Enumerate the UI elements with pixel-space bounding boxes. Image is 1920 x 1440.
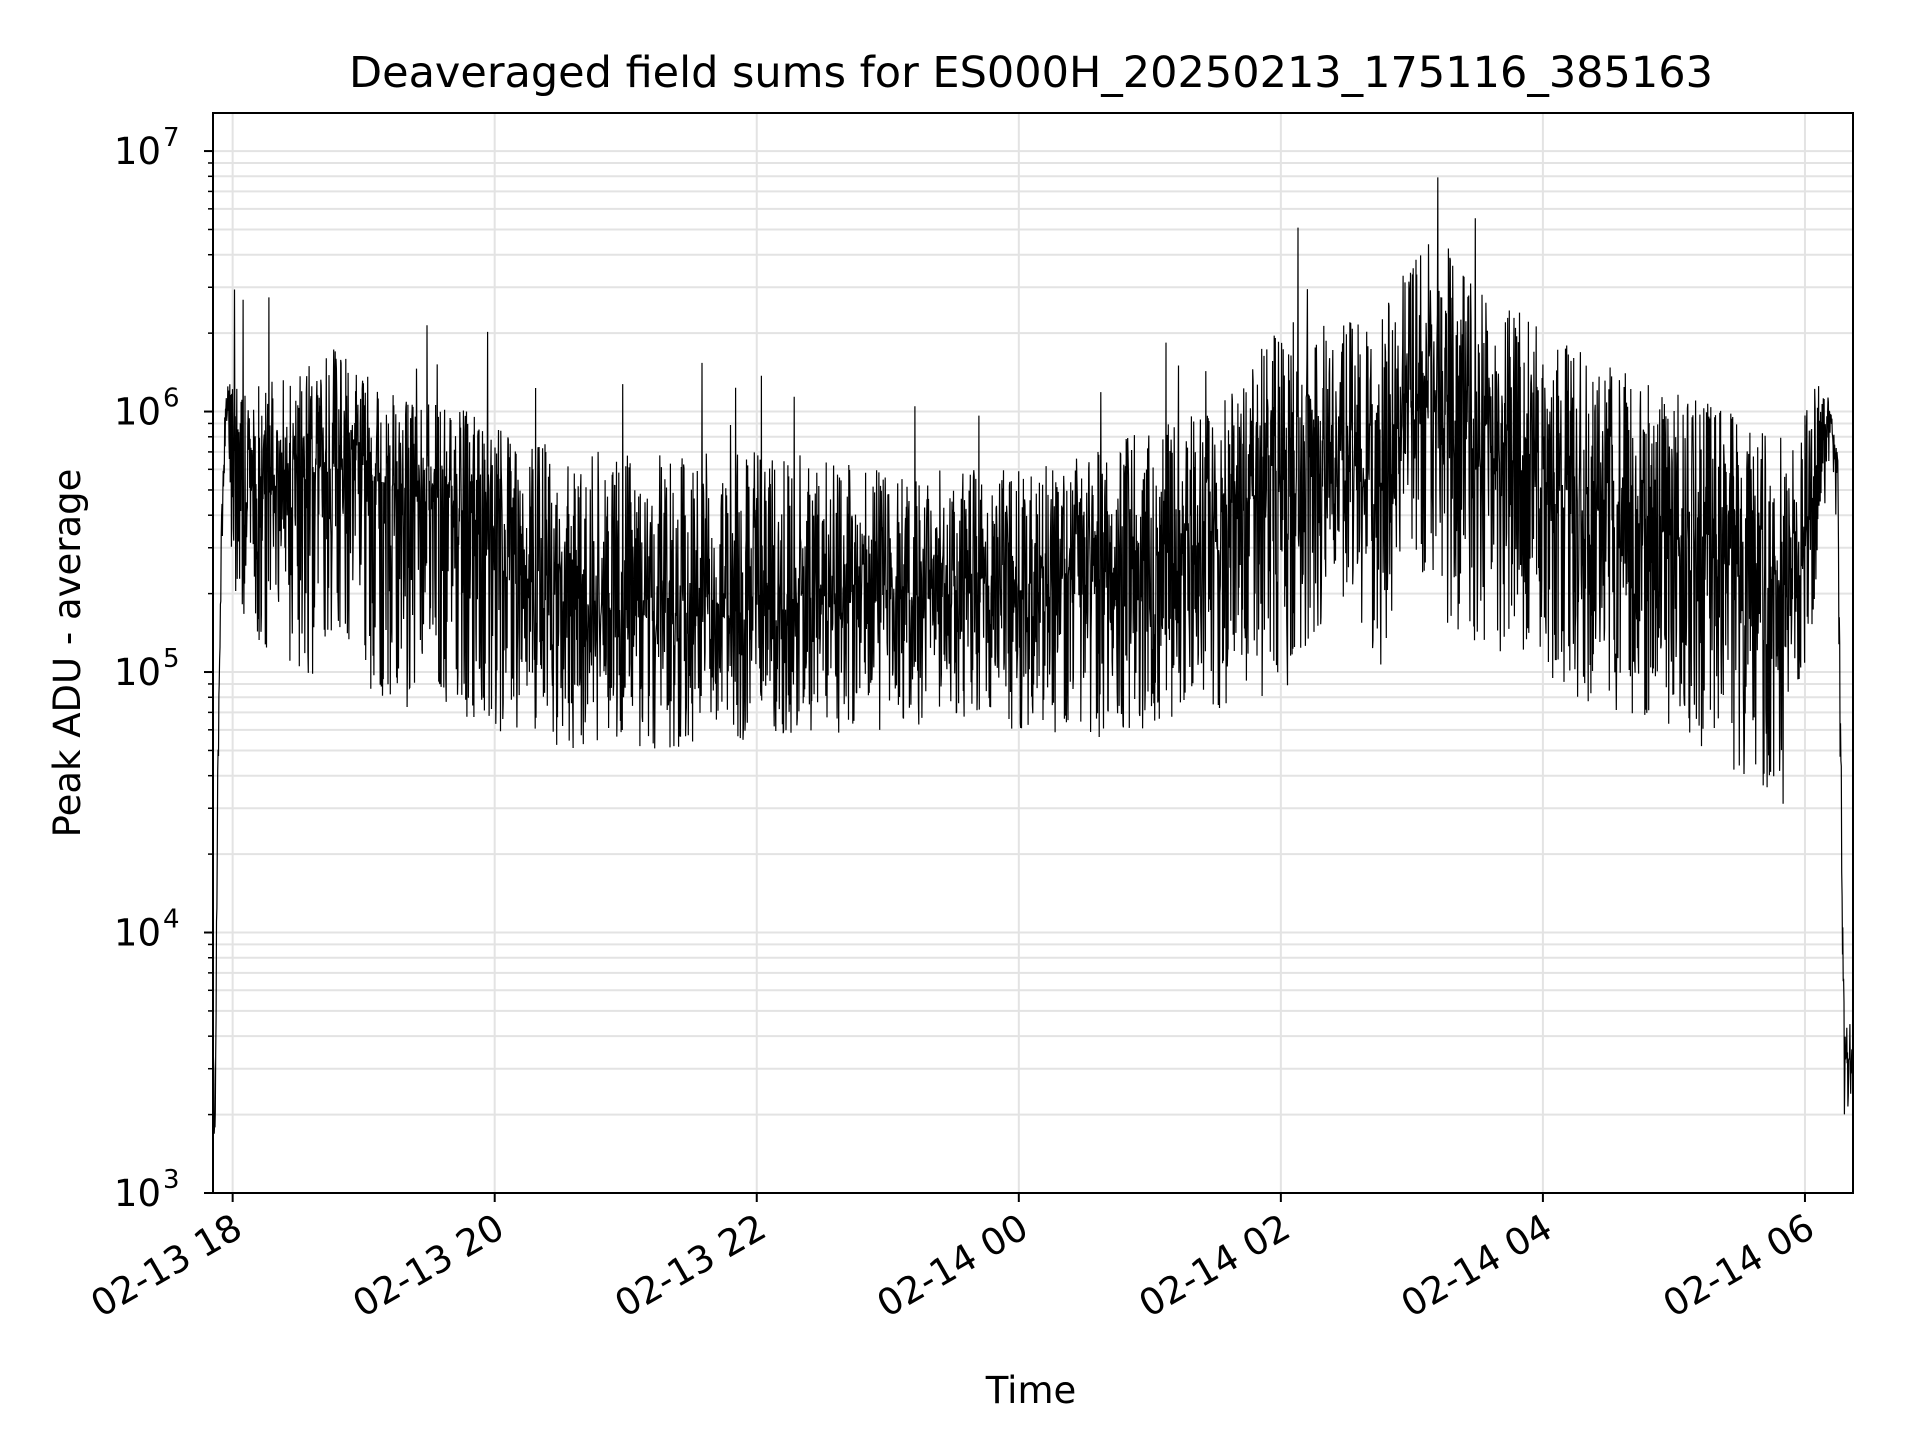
y-tick-exponent: 7 (163, 123, 180, 153)
y-tick-label: 10 (114, 1172, 161, 1215)
plot-frame (212, 112, 1854, 1194)
y-tick-exponent: 6 (163, 384, 180, 414)
x-axis-label: Time (985, 1369, 1077, 1412)
y-tick-label: 10 (114, 391, 161, 434)
y-axis-label: Peak ADU - average (46, 469, 89, 838)
series-line (212, 177, 1854, 1134)
y-tick-label: 10 (114, 912, 161, 955)
chart-title: Deaveraged field sums for ES000H_2025021… (349, 48, 1713, 98)
y-tick-exponent: 3 (163, 1165, 180, 1195)
y-tick-exponent: 5 (163, 644, 180, 674)
y-tick-label: 10 (114, 651, 161, 694)
y-tick-exponent: 4 (163, 905, 180, 935)
data-series (212, 177, 1854, 1134)
y-tick-label: 10 (114, 130, 161, 173)
